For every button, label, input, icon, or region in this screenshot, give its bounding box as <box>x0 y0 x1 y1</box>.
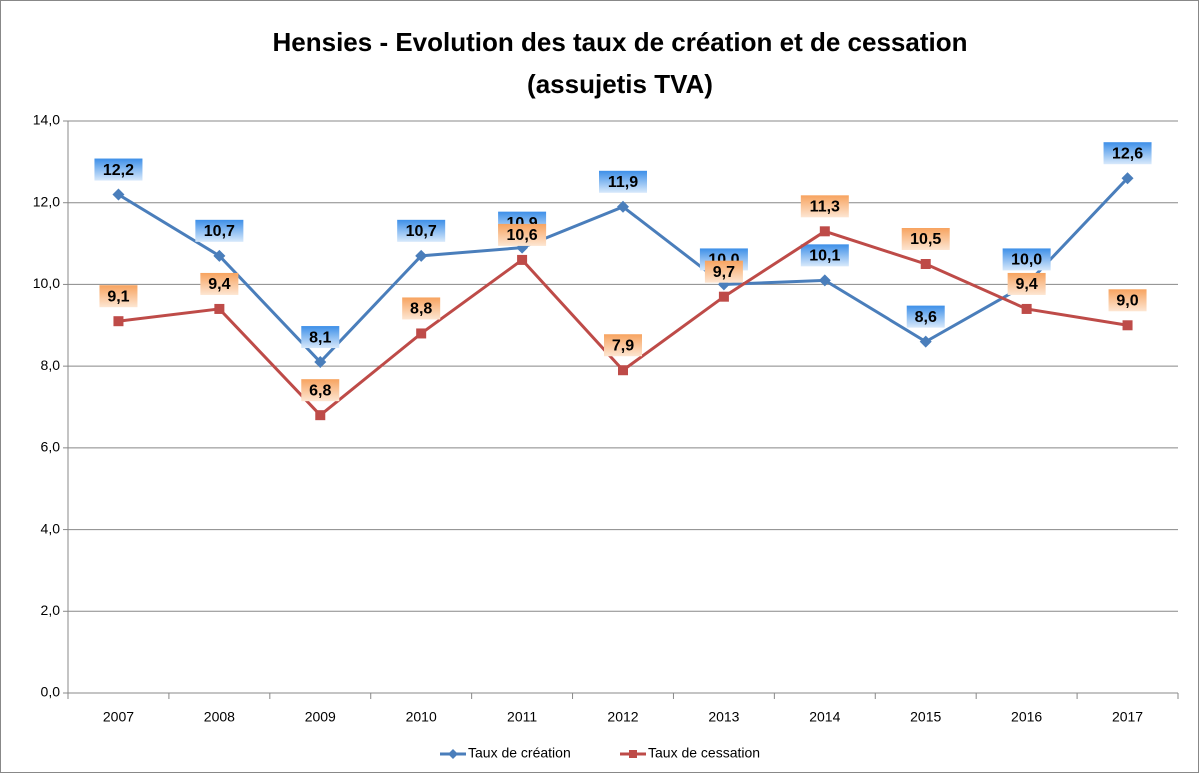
chart-title: (assujetis TVA) <box>527 69 713 99</box>
value-label: 10,1 <box>809 248 840 265</box>
y-tick-label: 10,0 <box>33 275 60 291</box>
y-tick-label: 2,0 <box>41 602 61 618</box>
marker <box>517 254 528 265</box>
y-tick-label: 14,0 <box>33 112 60 128</box>
marker <box>618 365 628 376</box>
marker <box>1122 320 1133 331</box>
marker <box>416 328 427 339</box>
legend-marker <box>629 750 637 758</box>
value-label-box <box>498 223 547 246</box>
value-label: 9,4 <box>1016 276 1038 293</box>
x-tick-label: 2013 <box>708 709 739 725</box>
value-label: 8,6 <box>915 309 937 326</box>
value-label-box <box>94 158 143 181</box>
value-label: 8,8 <box>410 301 432 318</box>
value-label-box <box>599 170 647 193</box>
y-tick-label: 4,0 <box>41 520 61 536</box>
value-label: 10,0 <box>1011 252 1042 269</box>
value-label-box <box>99 285 138 308</box>
marker <box>315 410 326 421</box>
value-label: 12,2 <box>103 162 134 179</box>
value-label-box <box>1103 142 1152 165</box>
value-label: 10,6 <box>507 227 538 244</box>
marker <box>112 188 125 201</box>
value-label-box <box>704 260 743 283</box>
value-label: 9,4 <box>208 276 230 293</box>
marker <box>1121 172 1134 185</box>
x-tick-label: 2009 <box>305 709 336 725</box>
x-tick-label: 2016 <box>1011 709 1042 725</box>
value-label: 12,6 <box>1112 145 1143 162</box>
value-label-box <box>906 305 945 328</box>
value-label: 9,7 <box>713 264 735 281</box>
value-label: 10,7 <box>204 223 235 240</box>
chart-title: Hensies - Evolution des taux de création… <box>273 27 968 57</box>
value-label-box <box>604 334 642 357</box>
value-label: 6,8 <box>309 382 331 399</box>
value-label-box <box>301 326 340 349</box>
value-label: 11,3 <box>810 199 840 216</box>
y-tick-label: 12,0 <box>33 193 60 209</box>
marker <box>213 249 226 262</box>
marker <box>920 259 931 269</box>
value-label-box <box>800 195 849 218</box>
x-tick-label: 2017 <box>1112 709 1143 725</box>
marker <box>818 274 831 287</box>
value-label: 11,9 <box>608 174 638 191</box>
x-tick-label: 2011 <box>507 709 537 725</box>
value-label-box <box>402 297 441 320</box>
marker <box>415 249 428 262</box>
marker <box>617 200 629 213</box>
value-label-box <box>1007 272 1046 295</box>
legend-marker <box>448 749 458 759</box>
y-tick-label: 8,0 <box>41 357 61 373</box>
value-label-box <box>1002 248 1051 271</box>
value-label-box <box>800 244 849 267</box>
value-label: 9,1 <box>107 288 129 305</box>
value-label: 9,0 <box>1116 293 1138 310</box>
value-label-box <box>301 379 340 402</box>
x-tick-label: 2007 <box>103 709 134 725</box>
x-tick-label: 2015 <box>910 709 941 725</box>
x-tick-label: 2012 <box>607 709 638 725</box>
value-label-box <box>901 228 950 250</box>
marker <box>819 226 830 237</box>
y-tick-label: 0,0 <box>41 684 61 700</box>
value-label-box <box>200 272 239 295</box>
value-label: 8,1 <box>309 329 331 346</box>
marker <box>919 335 932 348</box>
value-label-box <box>397 219 446 242</box>
x-tick-label: 2008 <box>204 709 235 725</box>
x-tick-label: 2010 <box>406 709 437 725</box>
value-label: 10,5 <box>910 231 941 248</box>
marker <box>113 316 124 327</box>
value-label-box <box>1108 289 1147 312</box>
value-label-box <box>195 219 244 242</box>
legend-label: Taux de création <box>468 745 571 761</box>
marker <box>314 356 327 369</box>
marker <box>1021 303 1032 314</box>
marker <box>214 303 225 314</box>
y-tick-label: 6,0 <box>41 439 61 455</box>
legend-label: Taux de cessation <box>648 745 760 761</box>
value-label: 10,7 <box>406 223 437 240</box>
x-tick-label: 2014 <box>809 709 840 725</box>
marker <box>718 291 729 302</box>
value-label: 7,9 <box>612 337 634 354</box>
